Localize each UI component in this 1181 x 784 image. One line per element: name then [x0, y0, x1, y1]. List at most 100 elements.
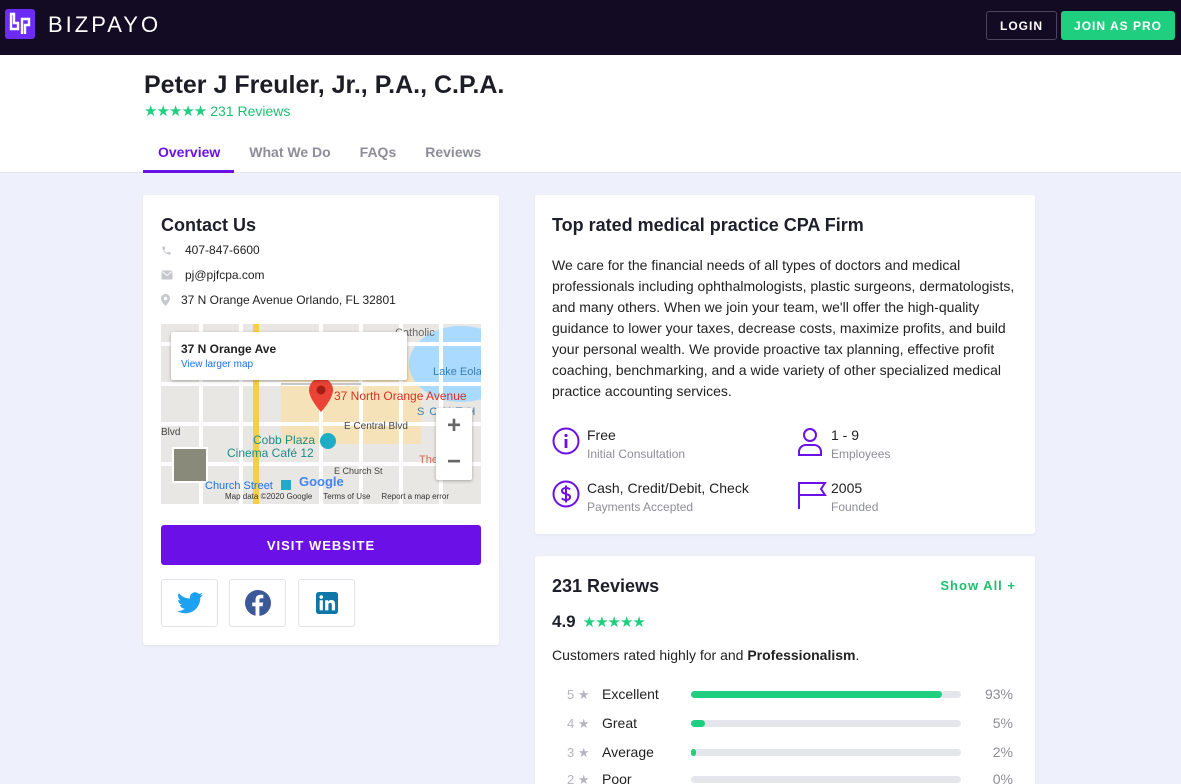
map-info-popup: 37 N Orange Ave View larger map — [171, 332, 407, 380]
fact-main: Free — [587, 427, 616, 443]
rating-percent: 0% — [992, 771, 1013, 784]
page-title: Peter J Freuler, Jr., P.A., C.P.A. — [144, 71, 505, 99]
rating-percent: 2% — [992, 744, 1013, 760]
map-terms-link[interactable]: Terms of Use — [323, 492, 371, 501]
phone-icon — [161, 245, 185, 256]
join-as-pro-button[interactable]: JOIN AS PRO — [1061, 11, 1175, 40]
about-description: We care for the financial needs of all t… — [552, 257, 1015, 399]
map-zoom-control: + − — [436, 408, 472, 480]
tab-what-we-do[interactable]: What We Do — [249, 144, 331, 160]
dollar-icon — [552, 480, 587, 514]
rating-label: Poor — [602, 771, 632, 784]
map-popup-address: 37 N Orange Ave — [181, 342, 277, 356]
contact-address: 37 N Orange Avenue Orlando, FL 32801 — [181, 293, 396, 307]
google-map[interactable]: 37 North Orange Avenue Lake Eola Catholi… — [161, 324, 481, 504]
rating-bar-fill — [691, 720, 705, 727]
google-logo: Google — [299, 474, 344, 489]
header-rating: ★★★★★ 231 Reviews — [144, 102, 290, 120]
map-blvd-label: Blvd — [161, 427, 181, 438]
tab-overview[interactable]: Overview — [143, 135, 235, 173]
map-central-label: E Central Blvd — [344, 421, 408, 432]
fact-employees: 1 - 9 Employees — [796, 427, 890, 462]
rating-row: 5 ★ Excellent 93% — [567, 685, 1013, 705]
rating-bar-track — [691, 720, 961, 727]
contact-title: Contact Us — [161, 215, 257, 235]
fact-main: Cash, Credit/Debit, Check — [587, 480, 749, 496]
map-cinema-label: Cinema Café 12 — [227, 446, 314, 460]
contact-address-row: 37 N Orange Avenue Orlando, FL 32801 — [161, 293, 396, 307]
zoom-out-button[interactable]: − — [446, 448, 461, 475]
facebook-icon — [244, 590, 271, 616]
rating-bar-track — [691, 776, 961, 783]
location-pin-icon — [161, 294, 181, 306]
rating-stars-label: 5 ★ — [567, 687, 590, 702]
view-larger-map-link[interactable]: View larger map — [181, 359, 254, 370]
contact-phone[interactable]: 407-847-6600 — [185, 243, 260, 257]
twitter-button[interactable] — [161, 579, 218, 627]
person-icon — [796, 427, 831, 462]
zoom-in-button[interactable]: + — [446, 412, 461, 439]
contact-email[interactable]: pj@pjfcpa.com — [185, 268, 265, 282]
map-theo-label: The — [419, 454, 438, 466]
rating-bar-track — [691, 749, 961, 756]
tab-reviews[interactable]: Reviews — [425, 144, 482, 160]
twitter-icon — [176, 592, 203, 614]
rating-bar-fill — [691, 749, 697, 756]
visit-website-button[interactable]: VISIT WEBSITE — [161, 525, 481, 565]
mail-icon — [161, 270, 185, 280]
review-highlight-note: Customers rated highly for and Professio… — [552, 647, 859, 663]
brand-name[interactable]: BIZPAYO — [48, 12, 162, 37]
map-pin-label: 37 North Orange Avenue — [334, 389, 467, 403]
rating-percent: 5% — [992, 715, 1013, 731]
contact-phone-row: 407-847-6600 — [161, 243, 260, 257]
overall-score: 4.9 ★★★★★ — [552, 612, 646, 632]
linkedin-button[interactable] — [298, 579, 355, 627]
map-church-street-label: Church Street — [205, 480, 273, 492]
note-highlight: Professionalism — [747, 647, 856, 663]
star-rating-icon: ★★★★★ — [582, 614, 646, 631]
rating-row: 4 ★ Great 5% — [567, 714, 1013, 734]
fact-main: 2005 — [831, 480, 863, 496]
reviews-link[interactable]: 231 Reviews — [210, 103, 291, 119]
info-icon — [552, 427, 587, 461]
reviews-title: 231 Reviews — [552, 576, 660, 596]
map-report-link[interactable]: Report a map error — [381, 492, 450, 501]
rating-percent: 93% — [984, 686, 1013, 702]
fact-main: 1 - 9 — [831, 427, 860, 443]
fact-sub: Payments Accepted — [587, 500, 694, 514]
fact-founded: 2005 Founded — [796, 480, 878, 515]
star-rating-icon: ★★★★★ — [144, 103, 207, 120]
note-suffix: . — [855, 647, 860, 663]
bizpayo-logo-icon[interactable] — [5, 9, 35, 39]
map-cobb-label: Cobb Plaza — [253, 433, 316, 447]
map-footer: Map data ©2020 Google Terms of Use Repor… — [225, 492, 449, 501]
fact-payments: Cash, Credit/Debit, Check Payments Accep… — [552, 480, 749, 514]
rating-label: Great — [602, 715, 638, 731]
rating-stars-label: 2 ★ — [567, 772, 590, 784]
flag-icon — [796, 480, 831, 515]
about-card: Top rated medical practice CPA Firm We c… — [535, 195, 1035, 534]
map-marker-icon[interactable] — [309, 378, 333, 412]
fact-sub: Initial Consultation — [587, 447, 686, 461]
map-data-credit: Map data ©2020 Google — [225, 492, 313, 501]
fact-sub: Founded — [831, 500, 879, 514]
rating-bar-fill — [691, 691, 943, 698]
contact-card: Contact Us 407-847-6600 pj@pjfcpa.com 37… — [143, 195, 499, 645]
fact-consultation: Free Initial Consultation — [552, 427, 685, 461]
rating-stars-label: 3 ★ — [567, 745, 590, 760]
contact-email-row: pj@pjfcpa.com — [161, 268, 265, 282]
rating-row: 2 ★ Poor 0% — [567, 770, 1013, 784]
linkedin-icon — [315, 592, 338, 614]
rating-label: Excellent — [602, 686, 659, 702]
rating-row: 3 ★ Average 2% — [567, 743, 1013, 763]
rating-stars-label: 4 ★ — [567, 716, 590, 731]
score-value: 4.9 — [552, 612, 576, 631]
map-lake-label: Lake Eola — [433, 366, 481, 378]
rating-bar-track — [691, 691, 961, 698]
login-button[interactable]: LOGIN — [986, 11, 1057, 40]
facebook-button[interactable] — [229, 579, 286, 627]
note-text: Customers rated highly for and — [552, 647, 748, 663]
reviews-card: 231 Reviews Show All + 4.9 ★★★★★ Custome… — [535, 556, 1035, 784]
tab-faqs[interactable]: FAQs — [359, 144, 397, 160]
show-all-reviews-link[interactable]: Show All + — [940, 578, 1016, 593]
